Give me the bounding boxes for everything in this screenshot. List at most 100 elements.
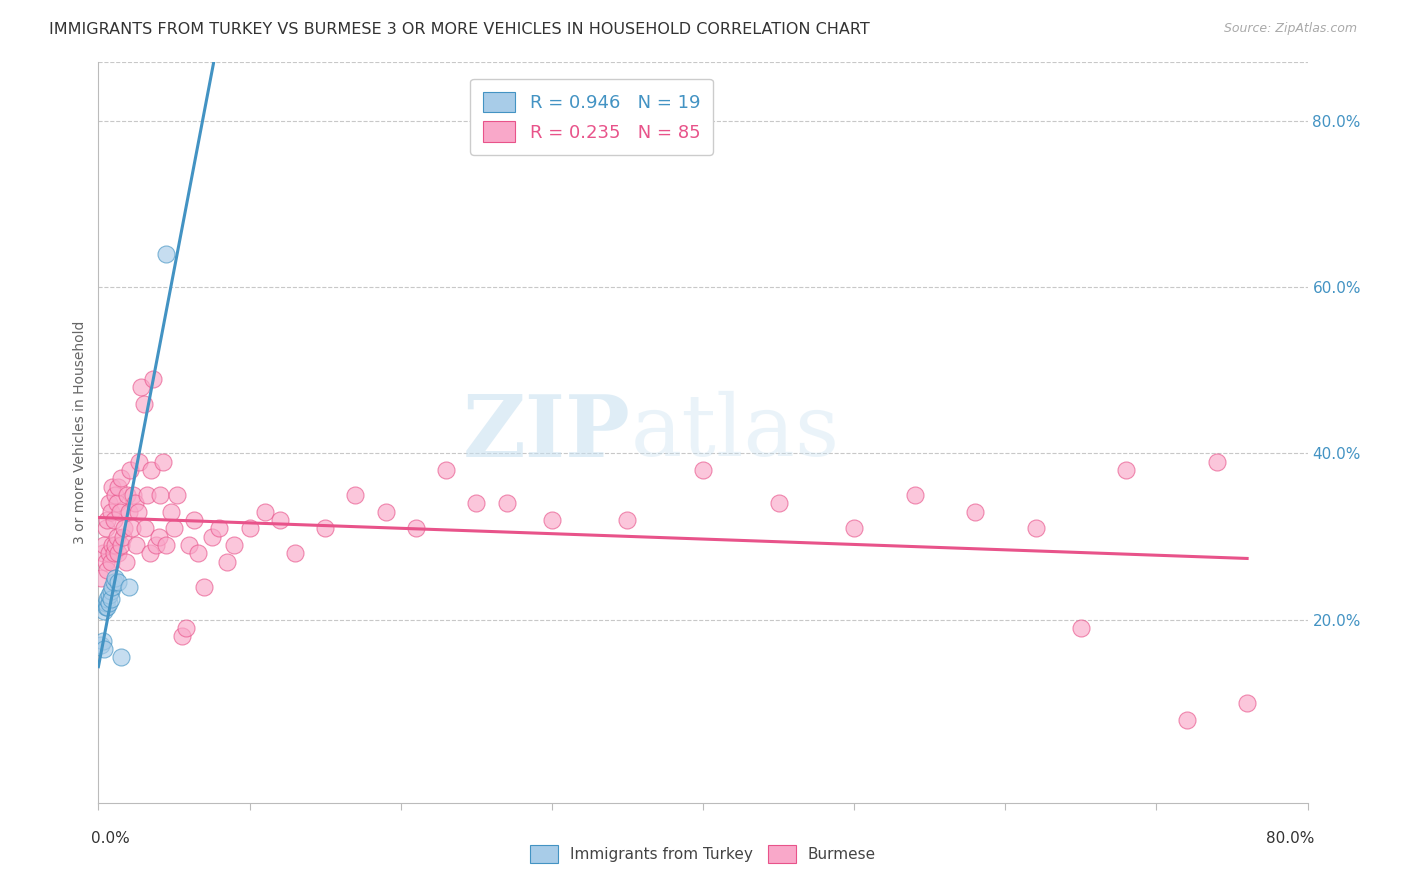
Point [104,571,127,585]
Point [405,521,427,535]
Point [98,546,121,560]
Point [1024,521,1046,535]
Point [103,575,125,590]
Point [284,546,307,560]
Point [904,488,927,502]
Point [344,488,367,502]
Point [465,496,488,510]
Point [170,629,193,643]
Point [208,521,231,535]
Point [104,538,127,552]
Point [179,538,201,552]
Point [107,575,129,590]
Point [120,463,142,477]
Point [163,521,186,535]
Point [96,513,118,527]
Point [965,505,987,519]
Point [98,588,121,602]
Point [215,555,238,569]
Point [495,496,517,510]
Point [114,555,136,569]
Point [142,371,165,385]
Point [101,538,124,552]
Point [91,546,114,560]
Point [94,596,117,610]
Text: IMMIGRANTS FROM TURKEY VS BURMESE 3 OR MORE VEHICLES IN HOUSEHOLD CORRELATION CH: IMMIGRANTS FROM TURKEY VS BURMESE 3 OR M… [49,22,870,37]
Point [166,488,188,502]
Point [132,396,155,410]
Point [110,538,132,552]
Point [187,546,209,560]
Point [135,488,157,502]
Point [115,488,138,502]
Point [193,580,215,594]
Point [94,555,117,569]
Point [1206,455,1229,469]
Point [112,521,135,535]
Point [118,580,141,594]
Point [105,530,128,544]
Point [96,563,118,577]
Point [152,455,174,469]
Point [148,530,170,544]
Point [93,641,115,656]
Point [103,513,125,527]
Point [107,546,129,560]
Point [98,596,121,610]
Legend: Immigrants from Turkey, Burmese: Immigrants from Turkey, Burmese [524,839,882,869]
Point [139,546,162,560]
Point [111,530,134,544]
Point [100,555,122,569]
Point [201,530,224,544]
Text: Source: ZipAtlas.com: Source: ZipAtlas.com [1223,22,1357,36]
Point [107,480,129,494]
Point [129,380,152,394]
Point [155,246,177,260]
Point [91,633,114,648]
Point [768,496,790,510]
Point [540,513,562,527]
Point [94,600,117,615]
Text: 0.0%: 0.0% [91,831,131,846]
Text: atlas: atlas [630,391,839,475]
Point [93,538,115,552]
Point [183,513,205,527]
Point [127,505,149,519]
Point [155,538,177,552]
Point [124,496,146,510]
Point [90,638,112,652]
Point [1175,713,1198,727]
Point [239,521,262,535]
Point [100,505,122,519]
Point [844,521,866,535]
Point [174,621,197,635]
Point [108,505,131,519]
Point [134,521,156,535]
Point [101,580,124,594]
Point [1115,463,1137,477]
Point [692,463,714,477]
Point [121,521,143,535]
Point [434,463,457,477]
Point [90,571,112,585]
Point [616,513,638,527]
Point [93,605,115,619]
Point [100,592,122,607]
Point [314,521,336,535]
Text: ZIP: ZIP [463,391,630,475]
Point [94,521,117,535]
Point [1070,621,1092,635]
Point [100,583,122,598]
Point [110,471,132,485]
Point [105,496,128,510]
Point [104,488,127,502]
Point [118,505,141,519]
Point [128,455,150,469]
Point [160,505,183,519]
Point [101,480,124,494]
Point [141,463,163,477]
Point [145,538,167,552]
Point [253,505,276,519]
Point [269,513,291,527]
Y-axis label: 3 or more Vehicles in Household: 3 or more Vehicles in Household [73,321,87,544]
